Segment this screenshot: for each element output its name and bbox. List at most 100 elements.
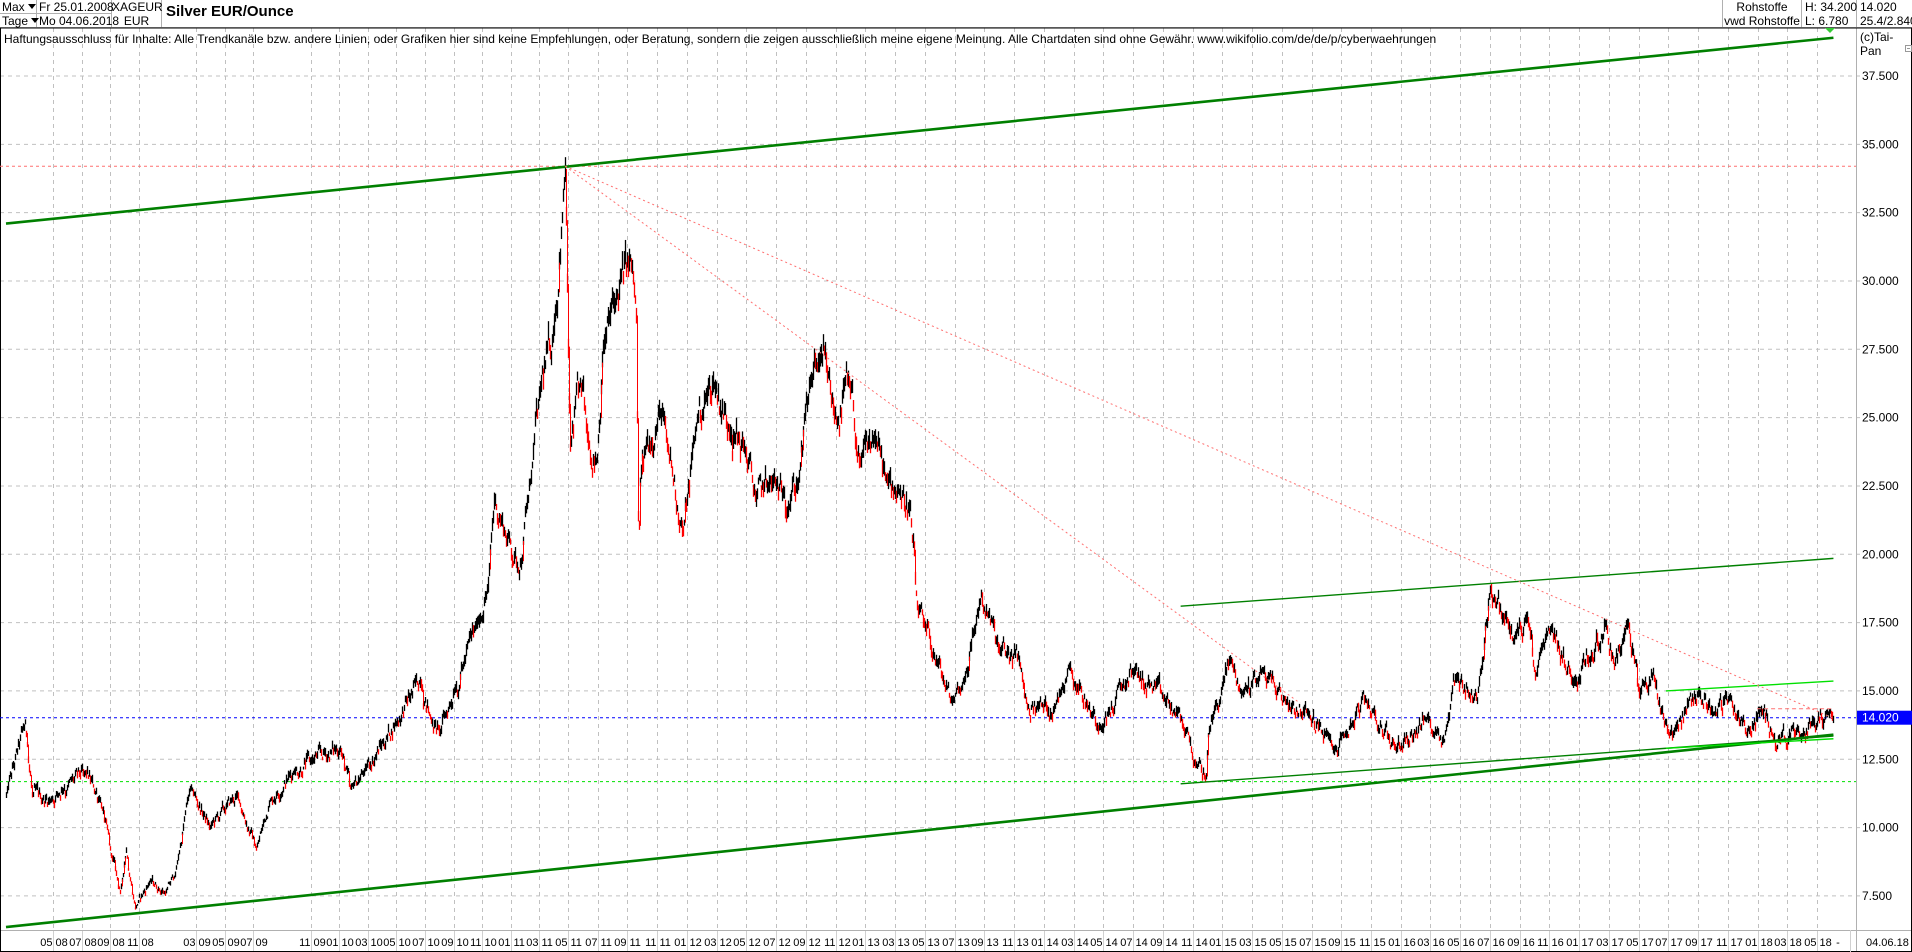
channel-upper — [1180, 557, 1834, 607]
x-tick-year: 08 — [85, 937, 97, 949]
x-tick-month: 07 — [585, 937, 597, 949]
chevron-down-icon — [27, 4, 36, 9]
y-tick-label: 22.500 — [1862, 479, 1899, 493]
short-channel-upper — [1665, 680, 1834, 692]
x-tick-month: 11 — [1359, 937, 1370, 949]
high-value: H: 34.200 — [1802, 0, 1857, 14]
y-tick-label: 27.500 — [1862, 342, 1899, 356]
interval-select-label: Tage — [2, 14, 29, 28]
x-tick-month: 07 — [1477, 937, 1489, 949]
y-tick-label: 15.000 — [1862, 684, 1899, 698]
x-tick-month: 05 — [733, 937, 745, 949]
resistance-flat — [564, 165, 1834, 719]
x-tick-year: 16 — [1552, 937, 1564, 949]
y-tick-label: 10.000 — [1862, 821, 1899, 835]
x-tick-month: 03 — [1061, 937, 1073, 949]
x-tick-year: 12 — [690, 937, 702, 949]
x-tick-year: 17 — [1642, 937, 1654, 949]
x-tick-month: 07 — [942, 937, 954, 949]
y-tick-label: 12.500 — [1862, 752, 1899, 766]
x-tick-year: 12 — [809, 937, 821, 949]
short-channel-lower — [1665, 738, 1834, 750]
x-tick-month: 03 — [1417, 937, 1429, 949]
x-tick-month: 03 — [355, 937, 367, 949]
x-tick-month: 05 — [912, 937, 924, 949]
x-tick-month: 09 — [1328, 937, 1340, 949]
x-tick-month: 05 — [1090, 937, 1102, 949]
x-tick-year: 08 — [142, 937, 154, 949]
x-tick-month: 11 — [1537, 937, 1548, 949]
x-tick-month: 09 — [1150, 937, 1162, 949]
y-tick-label: 25.000 — [1862, 411, 1899, 425]
x-tick-year: 14 — [1166, 937, 1178, 949]
x-tick-month: 01 — [674, 937, 686, 949]
end-date[interactable]: Mo 04.06.2018 — [39, 14, 120, 28]
x-tick-month: 03 — [1596, 937, 1608, 949]
lower-main-trend — [5, 733, 1834, 929]
x-tick-month: 11 — [1716, 937, 1727, 949]
x-tick-month: 09 — [971, 937, 983, 949]
x-tick-month: 01 — [1566, 937, 1578, 949]
x-tick-year: 11 — [601, 937, 612, 949]
x-tick-month: 03 — [704, 937, 716, 949]
info-value: 25.4/2.840 — [1860, 14, 1912, 28]
x-tick-year: 14 — [1047, 937, 1059, 949]
x-tick-month: 07 — [240, 937, 252, 949]
upper-main-trend — [5, 36, 1834, 225]
chart-header: Max Tage Fr 25.01.2008 Mo 04.06.2018 XAG… — [0, 0, 1912, 28]
x-tick-year: 09 — [256, 937, 268, 949]
x-tick-month: 11 — [1181, 937, 1192, 949]
x-tick-month: 11 — [1002, 937, 1013, 949]
end-marker-icon — [1825, 28, 1835, 33]
x-tick-year: 17 — [1671, 937, 1683, 949]
x-tick-month: 11 — [645, 937, 656, 949]
x-tick-month: 11 — [470, 937, 481, 949]
x-tick-year: 12 — [839, 937, 851, 949]
x-tick-month: 09 — [793, 937, 805, 949]
x-tick-year: 17 — [1612, 937, 1624, 949]
start-date[interactable]: Fr 25.01.2008 — [37, 0, 114, 14]
x-tick-year: 17 — [1582, 937, 1594, 949]
x-tick-month: 11 — [127, 937, 138, 949]
symbol: XAGEUR — [112, 0, 163, 14]
x-tick-month: 09 — [614, 937, 626, 949]
x-tick-year: 14 — [1106, 937, 1118, 949]
y-tick-label: 7.500 — [1862, 889, 1892, 903]
x-tick-month: 01 — [1745, 937, 1757, 949]
y-tick-label: 37.500 — [1862, 69, 1899, 83]
x-tick-month: 09 — [97, 937, 109, 949]
y-tick-label: 35.000 — [1862, 137, 1899, 151]
exchange: Rohstoffe — [1722, 0, 1802, 14]
x-tick-month: 01 — [326, 937, 338, 949]
resistance-steep — [564, 165, 1301, 704]
x-tick-year: 11 — [514, 937, 525, 949]
x-tick-year: 08 — [113, 937, 125, 949]
channel-lower — [1180, 735, 1834, 785]
y-tick-label: 17.500 — [1862, 616, 1899, 630]
x-tick-month: 05 — [1804, 937, 1816, 949]
currency: EUR — [112, 14, 162, 28]
x-tick-year: 11 — [542, 937, 553, 949]
x-tick-year: 13 — [868, 937, 880, 949]
x-tick-month: 05 — [1269, 937, 1281, 949]
x-tick-year: 18 — [1820, 937, 1832, 949]
y-tick-label: 20.000 — [1862, 547, 1899, 561]
x-tick-month: 03 — [1774, 937, 1786, 949]
x-tick-year: 10 — [399, 937, 411, 949]
x-tick-month: 05 — [383, 937, 395, 949]
x-tick-month: 01 — [498, 937, 510, 949]
period-select[interactable]: Max — [0, 0, 37, 14]
x-tick-year: 18 — [1790, 937, 1802, 949]
x-tick-year: 14 — [1196, 937, 1208, 949]
minimize-icon[interactable] — [1905, 45, 1912, 52]
last-value: 14.020 — [1860, 0, 1897, 14]
x-tick-month: 03 — [1239, 937, 1251, 949]
x-tick-year: 11 — [660, 937, 671, 949]
x-tick-year: 16 — [1523, 937, 1535, 949]
x-tick-year: 08 — [56, 937, 68, 949]
x-tick-month: 01 — [852, 937, 864, 949]
x-tick-year: 16 — [1404, 937, 1416, 949]
x-tick-month: 07 — [763, 937, 775, 949]
interval-select[interactable]: Tage — [0, 14, 40, 28]
